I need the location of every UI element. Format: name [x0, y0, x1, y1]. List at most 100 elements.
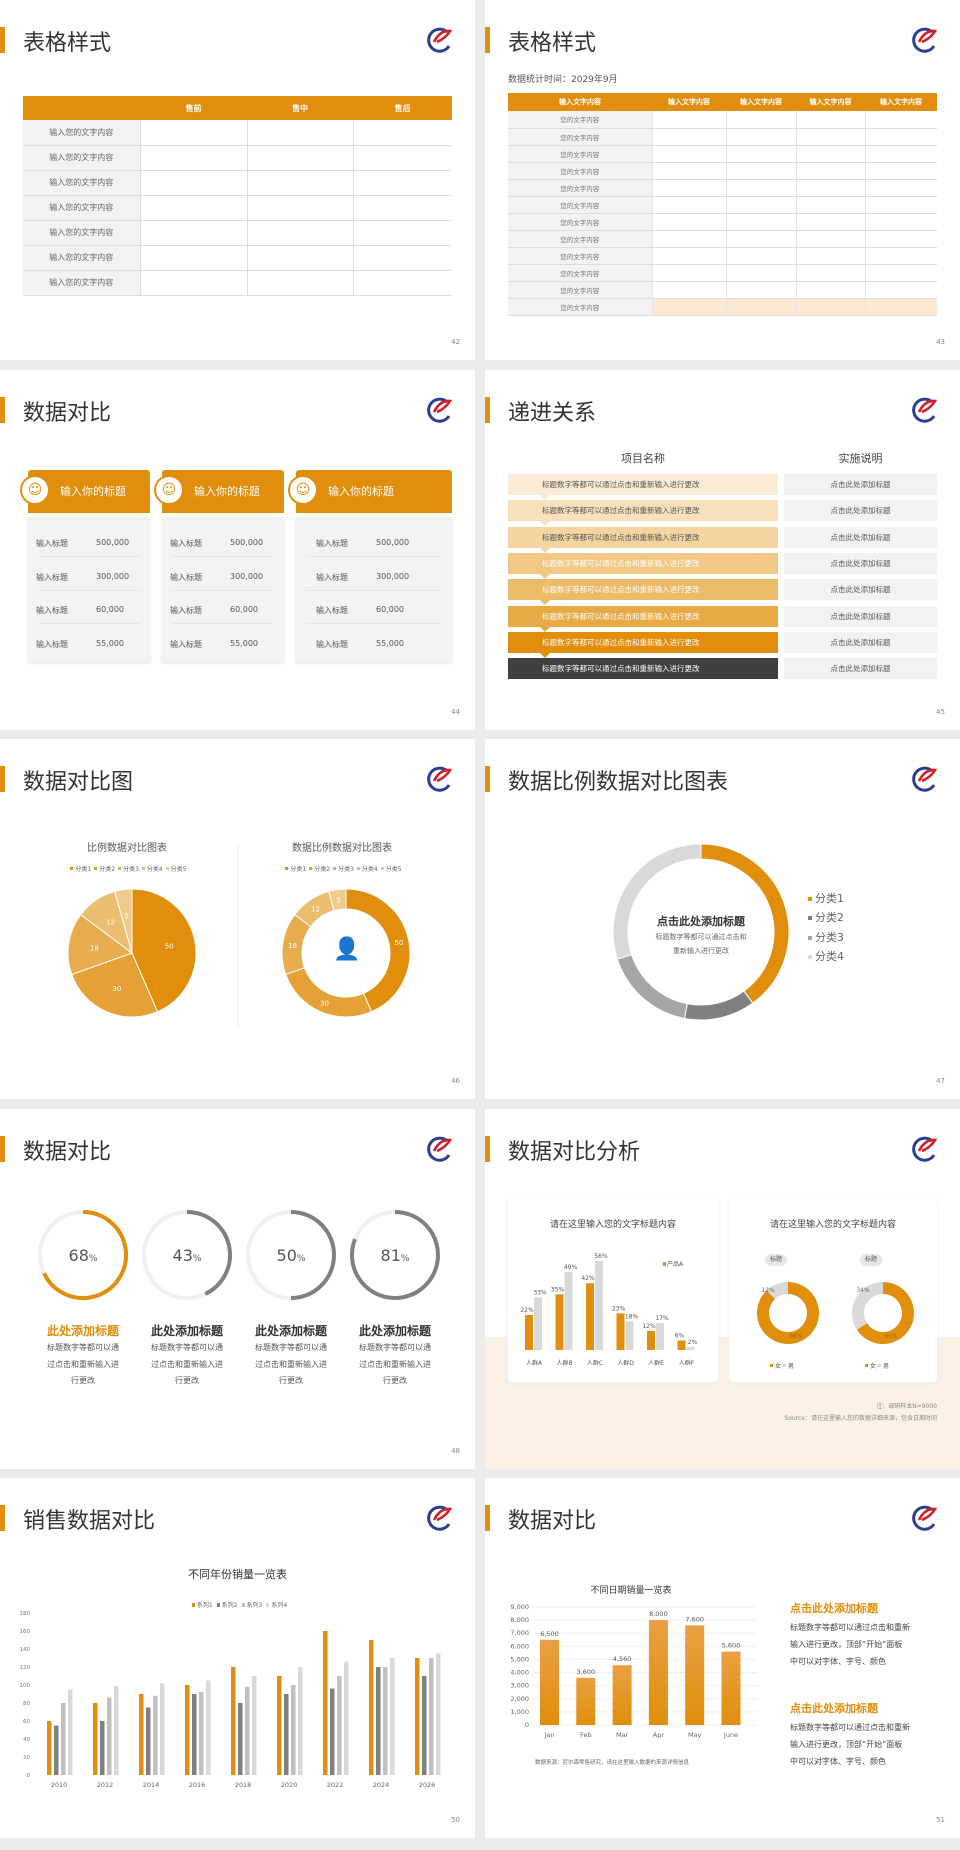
- table-cell[interactable]: [725, 298, 796, 315]
- ring-value: 81%: [355, 1246, 435, 1265]
- table-cell[interactable]: [725, 264, 796, 281]
- description-cell[interactable]: 点击此处添加标题: [784, 631, 937, 653]
- table-cell[interactable]: [795, 162, 865, 179]
- table-cell[interactable]: [246, 270, 353, 295]
- table-cell[interactable]: [795, 213, 865, 230]
- bar: [206, 1680, 211, 1775]
- step-row[interactable]: 标题数字等都可以通过点击和重新输入进行更改: [508, 631, 778, 653]
- row-label: 输入您的文字内容: [23, 220, 140, 245]
- column-header: 输入文字内容: [668, 98, 710, 106]
- description-cell[interactable]: 点击此处添加标题: [784, 579, 937, 601]
- table-cell[interactable]: [725, 281, 796, 298]
- table-cell[interactable]: [651, 264, 726, 281]
- table-cell[interactable]: [795, 179, 865, 196]
- table-cell[interactable]: [651, 179, 726, 196]
- table-cell[interactable]: [139, 120, 247, 145]
- table-cell[interactable]: [725, 162, 796, 179]
- table-cell[interactable]: [246, 220, 353, 245]
- table-cell[interactable]: [864, 247, 937, 264]
- table-cell[interactable]: [139, 270, 247, 295]
- table-cell[interactable]: [246, 145, 353, 170]
- table-cell[interactable]: [725, 213, 796, 230]
- table-cell[interactable]: [352, 145, 452, 170]
- table-cell[interactable]: [864, 230, 937, 247]
- table-cell[interactable]: [725, 128, 796, 145]
- table-cell[interactable]: [864, 213, 937, 230]
- table-cell[interactable]: [725, 196, 796, 213]
- table-cell[interactable]: [139, 245, 247, 270]
- table-cell[interactable]: [864, 264, 937, 281]
- table-cell[interactable]: [651, 298, 726, 315]
- table-cell[interactable]: [246, 120, 353, 145]
- table-cell[interactable]: [352, 220, 452, 245]
- table-cell[interactable]: [651, 281, 726, 298]
- table-cell[interactable]: [352, 245, 452, 270]
- step-row[interactable]: 标题数字等都可以通过点击和重新输入进行更改: [508, 579, 778, 601]
- x-tick-label: Jan: [543, 1731, 554, 1739]
- table-cell[interactable]: [651, 111, 726, 128]
- description-cell[interactable]: 点击此处添加标题: [784, 500, 937, 522]
- table-cell[interactable]: [139, 220, 247, 245]
- table-cell[interactable]: [725, 247, 796, 264]
- table-cell[interactable]: [864, 162, 937, 179]
- description-cell[interactable]: 点击此处添加标题: [784, 552, 937, 574]
- table-cell[interactable]: [795, 264, 865, 281]
- table-cell[interactable]: [139, 195, 247, 220]
- table-cell[interactable]: [651, 213, 726, 230]
- table-cell[interactable]: [795, 128, 865, 145]
- table-cell[interactable]: [246, 195, 353, 220]
- x-axis-label: 人群F: [678, 1360, 695, 1367]
- table-cell[interactable]: [352, 120, 452, 145]
- table-cell[interactable]: [352, 170, 452, 195]
- x-axis-label: 人群B: [556, 1360, 573, 1367]
- table-cell[interactable]: [352, 270, 452, 295]
- description-cell[interactable]: 点击此处添加标题: [784, 605, 937, 627]
- table-cell[interactable]: [864, 179, 937, 196]
- table-cell[interactable]: [139, 170, 247, 195]
- description-cell[interactable]: 点击此处添加标题: [784, 658, 937, 680]
- step-row[interactable]: 标题数字等都可以通过点击和重新输入进行更改: [508, 474, 778, 495]
- legend-swatch: [878, 1364, 882, 1367]
- table-cell[interactable]: [795, 111, 865, 128]
- table-cell[interactable]: [725, 111, 796, 128]
- table-cell[interactable]: [246, 245, 353, 270]
- step-row[interactable]: 标题数字等都可以通过点击和重新输入进行更改: [508, 552, 778, 574]
- table-cell[interactable]: [864, 111, 937, 128]
- table-cell[interactable]: [864, 298, 937, 315]
- table-cell[interactable]: [651, 247, 726, 264]
- table-cell[interactable]: [651, 128, 726, 145]
- table-cell[interactable]: [651, 196, 726, 213]
- table-cell[interactable]: [795, 247, 865, 264]
- legend-label: 男: [883, 1363, 890, 1370]
- table-cell[interactable]: [725, 230, 796, 247]
- table-cell[interactable]: [651, 145, 726, 162]
- card-header[interactable]: 输入你的标题: [296, 470, 452, 513]
- table-cell[interactable]: [864, 196, 937, 213]
- table-cell[interactable]: [725, 145, 796, 162]
- step-row[interactable]: 标题数字等都可以通过点击和重新输入进行更改: [508, 500, 778, 522]
- step-row[interactable]: 标题数字等都可以通过点击和重新输入进行更改: [508, 526, 778, 548]
- table-cell[interactable]: [864, 128, 937, 145]
- table-cell[interactable]: [139, 145, 247, 170]
- table-cell[interactable]: [795, 298, 865, 315]
- legend-label: 分类3: [338, 866, 354, 873]
- table-cell[interactable]: [795, 230, 865, 247]
- table-cell[interactable]: [864, 145, 937, 162]
- description-cell[interactable]: 点击此处添加标题: [784, 474, 937, 495]
- table-cell[interactable]: [864, 281, 937, 298]
- description-cell[interactable]: 点击此处添加标题: [784, 526, 937, 548]
- table-cell[interactable]: [246, 170, 353, 195]
- table-cell[interactable]: [651, 162, 726, 179]
- x-tick-label: Feb: [580, 1731, 592, 1739]
- table-cell[interactable]: [795, 281, 865, 298]
- item-text: 标题数字等都可以通: [255, 1343, 327, 1352]
- block-heading: 点击此处添加标题: [790, 1702, 878, 1715]
- row-label: 输入您的文字内容: [23, 195, 140, 220]
- table-cell[interactable]: [651, 230, 726, 247]
- table-cell[interactable]: [795, 145, 865, 162]
- table-cell[interactable]: [795, 196, 865, 213]
- table-cell[interactable]: [352, 195, 452, 220]
- step-row[interactable]: 标题数字等都可以通过点击和重新输入进行更改: [508, 658, 778, 680]
- step-row[interactable]: 标题数字等都可以通过点击和重新输入进行更改: [508, 605, 778, 627]
- table-cell[interactable]: [725, 179, 796, 196]
